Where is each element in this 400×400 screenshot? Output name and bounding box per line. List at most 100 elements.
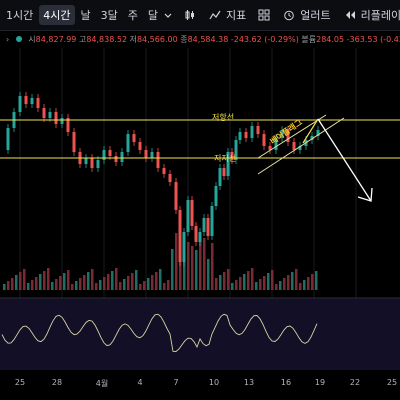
candle-body xyxy=(72,132,76,152)
layout-grid-icon[interactable] xyxy=(258,8,270,22)
flag-pole-line[interactable] xyxy=(302,118,319,144)
candle-body xyxy=(274,138,278,150)
volume-bar xyxy=(299,283,302,290)
candle-body xyxy=(138,142,142,150)
volume-bar xyxy=(15,275,18,290)
close-value: 84,584.38 xyxy=(187,35,229,44)
volume-change-value: -363.53 (-0.43%) xyxy=(346,35,400,44)
candle-body xyxy=(198,232,202,242)
volume-bar xyxy=(171,249,174,290)
oscillator-line xyxy=(1,313,318,352)
low-value: 84,566.00 xyxy=(136,35,178,44)
channel-lower-line[interactable] xyxy=(257,114,327,159)
time-axis-label: 22 xyxy=(349,378,361,387)
low-label: 저 xyxy=(129,35,137,44)
volume-bar xyxy=(279,281,282,290)
volume-bar xyxy=(131,273,134,290)
volume-bar xyxy=(55,279,58,290)
candle-body xyxy=(182,232,186,262)
volume-bar xyxy=(23,269,26,290)
volume-bar xyxy=(31,280,34,290)
replay-label: 리플레이 xyxy=(360,9,400,22)
candle-body xyxy=(6,128,10,150)
volume-bar xyxy=(271,270,274,290)
open-label: 시 xyxy=(28,35,36,44)
volume-bar xyxy=(227,269,230,290)
candle-body xyxy=(108,150,112,156)
volume-bar xyxy=(267,273,270,290)
candle-body xyxy=(256,126,260,134)
volume-bar xyxy=(99,280,102,290)
candle-body xyxy=(316,130,320,136)
candle-body xyxy=(194,226,198,242)
volume-bar xyxy=(255,282,258,290)
candle-body xyxy=(102,150,106,160)
volume-bar xyxy=(307,277,310,290)
volume-bar xyxy=(259,279,262,290)
volume-bar xyxy=(87,272,90,290)
candle-body xyxy=(90,158,94,168)
volume-value: 284.05 xyxy=(316,35,345,44)
collapse-legend-icon[interactable]: › xyxy=(6,35,10,44)
support-label: 지지선 xyxy=(214,154,237,163)
volume-bar xyxy=(143,281,146,290)
candle-body xyxy=(126,134,130,152)
volume-bar xyxy=(103,277,106,290)
volume-bar xyxy=(303,280,306,290)
timeframe-button[interactable]: 1시간 xyxy=(6,9,34,22)
volume-bar xyxy=(311,274,314,290)
channel-upper-line[interactable] xyxy=(257,117,345,175)
volume-bar xyxy=(123,279,126,290)
volume-bar xyxy=(163,283,166,290)
volume-bar xyxy=(59,276,62,290)
candle-body xyxy=(48,112,52,118)
candle-body xyxy=(262,134,266,146)
volume-bar xyxy=(19,272,22,290)
timeframe-group: 1시간 4시간 날 3달 주 달 xyxy=(0,5,162,25)
volume-bar xyxy=(11,278,14,290)
volume-bar xyxy=(115,268,118,290)
time-axis-label: 25 xyxy=(14,378,26,387)
timeframe-button[interactable]: 4시간 xyxy=(39,5,75,25)
candle-body xyxy=(234,140,238,160)
volume-bar xyxy=(191,246,194,290)
volume-bar xyxy=(47,268,50,290)
candle-body xyxy=(250,126,254,138)
projection-arrow[interactable] xyxy=(317,118,372,202)
candle-body xyxy=(298,146,302,150)
indicators-button[interactable]: 지표 xyxy=(208,7,246,23)
volume-bar xyxy=(39,274,42,290)
replay-button[interactable]: 리플레이 xyxy=(343,7,400,23)
volume-bar xyxy=(215,278,218,290)
volume-bar xyxy=(243,274,246,290)
volume-label: 볼륨 xyxy=(301,35,317,44)
volume-bar xyxy=(43,271,46,290)
candlestick-icon[interactable] xyxy=(184,8,196,22)
candle-body xyxy=(144,150,148,158)
candle-body xyxy=(18,96,22,112)
candle-body xyxy=(186,200,190,232)
candle-body xyxy=(238,132,242,140)
timeframe-button[interactable]: 3달 xyxy=(100,9,118,22)
volume-bar xyxy=(195,250,198,290)
volume-bar xyxy=(35,277,38,290)
open-value: 84,827.99 xyxy=(35,35,77,44)
high-value: 84,838.52 xyxy=(86,35,128,44)
volume-bar xyxy=(135,270,138,290)
candle-body xyxy=(268,146,272,150)
timeframe-button[interactable]: 주 xyxy=(127,9,138,22)
timeframe-button[interactable]: 날 xyxy=(80,9,91,22)
volume-bar xyxy=(283,278,286,290)
volume-bar xyxy=(203,238,206,290)
volume-bar xyxy=(95,283,98,290)
chevron-down-icon[interactable] xyxy=(164,8,172,22)
candle-body xyxy=(84,158,88,164)
candle-body xyxy=(280,130,284,138)
volume-bar xyxy=(315,271,318,290)
volume-bar xyxy=(199,234,202,290)
alert-button[interactable]: 얼러트 xyxy=(282,7,331,23)
timeframe-button[interactable]: 달 xyxy=(147,9,158,22)
volume-bar xyxy=(167,280,170,290)
volume-bar xyxy=(175,233,178,290)
